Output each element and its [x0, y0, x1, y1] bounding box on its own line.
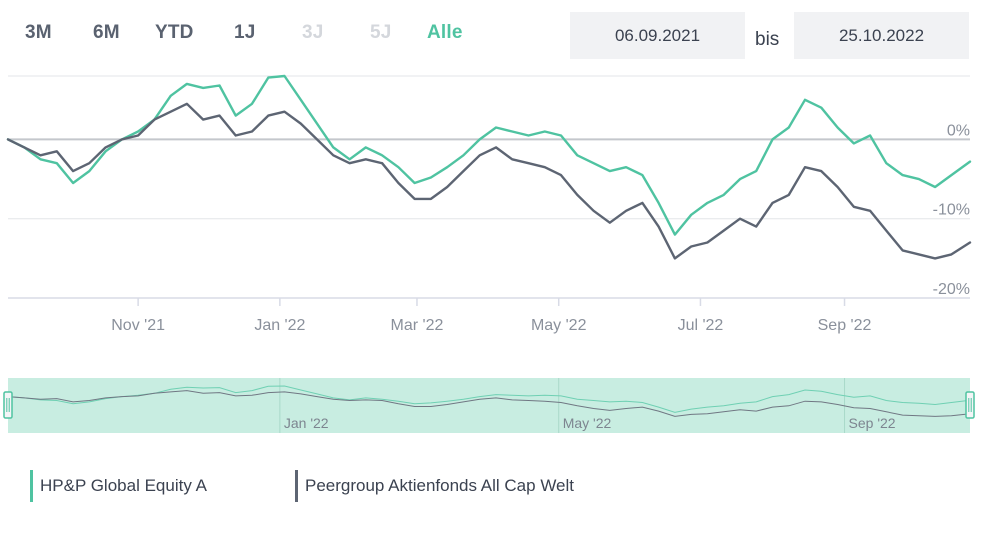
- x-tick-label: Jan '22: [254, 317, 305, 334]
- date-from-input[interactable]: [570, 12, 745, 59]
- x-tick-label: May '22: [531, 317, 587, 334]
- legend-marker-fund: [30, 470, 33, 502]
- y-tick-label: -10%: [933, 202, 970, 219]
- x-tick-label: Jul '22: [678, 317, 724, 334]
- range-button-1j[interactable]: 1J: [234, 22, 256, 43]
- range-button-3m[interactable]: 3M: [25, 22, 52, 43]
- legend-marker-peergroup: [295, 470, 298, 502]
- range-button-3j: 3J: [302, 22, 324, 43]
- navigator-handle-right[interactable]: [965, 391, 975, 419]
- range-button-6m[interactable]: 6M: [93, 22, 120, 43]
- series-line-peergroup: [6, 102, 972, 260]
- performance-chart[interactable]: 0% -10% -20% Nov '21 Jan '22 Mar '22 May '22 Ju…: [0, 0, 1002, 450]
- navigator-handle-left[interactable]: [3, 391, 13, 419]
- range-button-ytd[interactable]: YTD: [155, 22, 194, 43]
- y-tick-label: 0%: [947, 122, 970, 139]
- series-line-fund: [6, 74, 972, 236]
- navigator-line-fund: [7, 385, 971, 413]
- legend-item-fund[interactable]: HP&P Global Equity A: [30, 470, 207, 502]
- x-tick-label: Nov '21: [111, 317, 165, 334]
- date-to-input[interactable]: [794, 12, 969, 59]
- x-tick-label: Mar '22: [391, 317, 444, 334]
- legend-label-peergroup: Peergroup Aktienfonds All Cap Welt: [305, 476, 575, 495]
- navigator-line-peergroup: [7, 390, 971, 417]
- date-range-separator: bis: [755, 29, 780, 50]
- range-button-alle[interactable]: Alle: [427, 22, 463, 43]
- navigator-selection: [8, 378, 970, 433]
- range-button-5j: 5J: [370, 22, 392, 43]
- navigator-tick-label: Sep '22: [849, 415, 896, 431]
- legend-label-fund: HP&P Global Equity A: [40, 476, 207, 495]
- navigator-tick-label: May '22: [563, 415, 612, 431]
- navigator-tick-label: Jan '22: [284, 415, 329, 431]
- x-tick-label: Sep '22: [818, 317, 872, 334]
- legend-item-peergroup[interactable]: Peergroup Aktienfonds All Cap Welt: [295, 470, 574, 502]
- y-tick-label: -20%: [933, 281, 970, 298]
